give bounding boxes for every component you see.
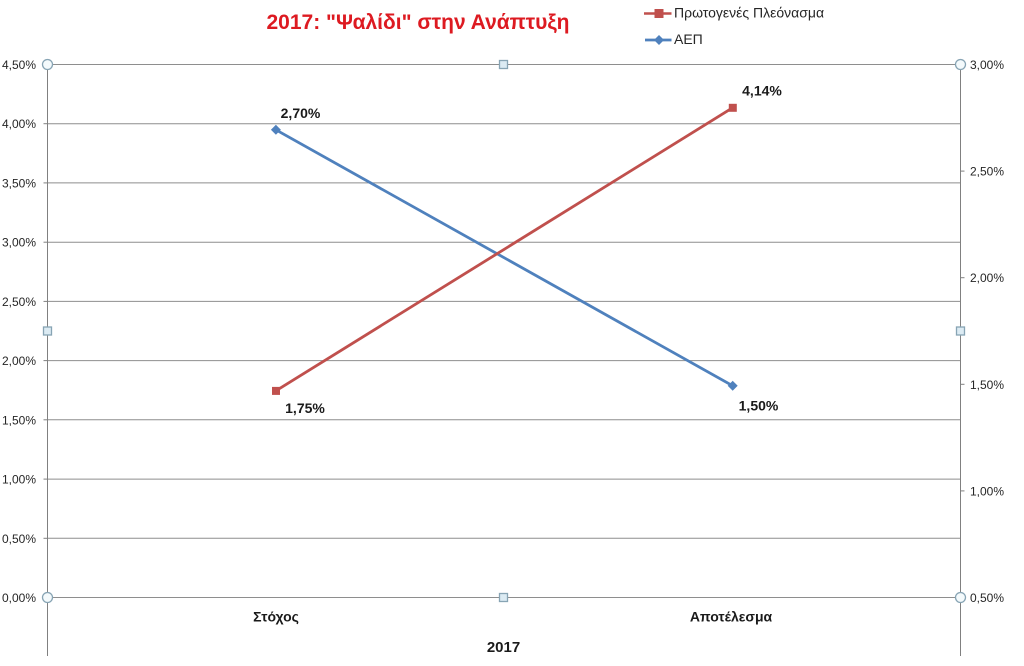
svg-text:Πρωτογενές Πλεόνασμα: Πρωτογενές Πλεόνασμα bbox=[674, 5, 824, 21]
svg-text:2,00%: 2,00% bbox=[2, 354, 36, 368]
svg-text:1,00%: 1,00% bbox=[970, 484, 1004, 498]
svg-text:Στόχος: Στόχος bbox=[253, 609, 299, 625]
svg-text:2,70%: 2,70% bbox=[281, 105, 321, 121]
svg-text:2017: 2017 bbox=[487, 639, 520, 656]
svg-text:2,00%: 2,00% bbox=[970, 271, 1004, 285]
svg-text:4,14%: 4,14% bbox=[742, 83, 782, 99]
svg-text:2,50%: 2,50% bbox=[970, 165, 1004, 179]
svg-text:Αποτέλεσμα: Αποτέλεσμα bbox=[690, 609, 773, 625]
svg-text:0,50%: 0,50% bbox=[2, 532, 36, 546]
svg-text:1,75%: 1,75% bbox=[285, 400, 325, 416]
svg-text:4,00%: 4,00% bbox=[2, 117, 36, 131]
svg-text:1,50%: 1,50% bbox=[739, 398, 779, 414]
svg-text:1,50%: 1,50% bbox=[2, 413, 36, 427]
svg-text:3,50%: 3,50% bbox=[2, 176, 36, 190]
svg-text:0,00%: 0,00% bbox=[2, 591, 36, 605]
svg-text:2017: "Ψαλίδι" στην Ανάπτυξη: 2017: "Ψαλίδι" στην Ανάπτυξη bbox=[266, 11, 569, 34]
svg-text:3,00%: 3,00% bbox=[970, 58, 1004, 72]
svg-text:ΑΕΠ: ΑΕΠ bbox=[674, 31, 703, 47]
svg-text:2,50%: 2,50% bbox=[2, 295, 36, 309]
svg-text:0,50%: 0,50% bbox=[970, 591, 1004, 605]
svg-text:1,00%: 1,00% bbox=[2, 473, 36, 487]
svg-text:3,00%: 3,00% bbox=[2, 236, 36, 250]
svg-text:4,50%: 4,50% bbox=[2, 58, 36, 72]
svg-text:1,50%: 1,50% bbox=[970, 378, 1004, 392]
